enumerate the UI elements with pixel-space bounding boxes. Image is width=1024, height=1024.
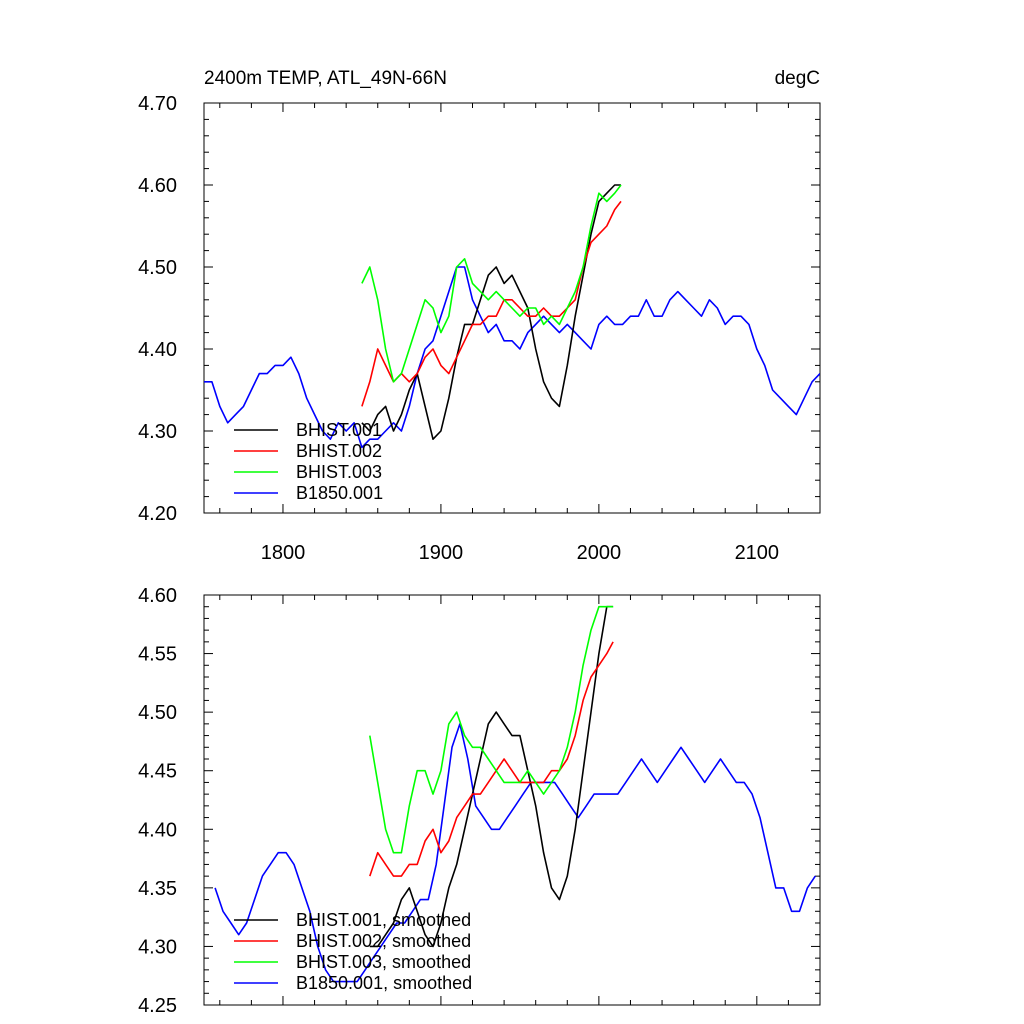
series-line-b1850-001 — [214, 723, 816, 983]
x-tick-label: 1800 — [261, 542, 306, 564]
y-tick-label: 4.60 — [138, 175, 177, 197]
series-line-bhist-003 — [361, 184, 622, 383]
legend-label: B1850.001 — [296, 483, 383, 503]
legend-label: BHIST.003 — [296, 462, 382, 482]
series-line-bhist-001 — [361, 184, 621, 441]
legend-label: BHIST.001, smoothed — [296, 910, 471, 930]
series-line-bhist-001 — [369, 605, 614, 948]
series-line-bhist-002 — [361, 200, 622, 407]
series-lines — [204, 184, 820, 449]
y-tick-label: 4.35 — [138, 878, 177, 900]
y-tick-label: 4.20 — [138, 503, 177, 525]
series-lines — [214, 605, 816, 983]
y-tick-label: 4.50 — [138, 257, 177, 279]
series-line-bhist-002 — [369, 641, 614, 877]
y-tick-label: 4.30 — [138, 936, 177, 958]
y-tick-label: 4.45 — [138, 761, 177, 783]
y-tick-label: 4.40 — [138, 339, 177, 361]
y-tick-label: 4.70 — [138, 93, 177, 115]
x-tick-label: 2100 — [735, 542, 780, 564]
legend-label: B1850.001, smoothed — [296, 973, 472, 993]
units-label: degC — [775, 68, 820, 89]
y-tick-label: 4.60 — [138, 585, 177, 607]
chart-title: 2400m TEMP, ATL_49N-66N — [204, 68, 447, 89]
plot-frame — [203, 594, 821, 1006]
series-line-b1850-001 — [204, 266, 820, 449]
plot-frame — [203, 102, 821, 514]
top-panel: 2400m TEMP, ATL_49N-66N degC 4.20 4.30 4.4… — [138, 68, 821, 564]
legend-label: BHIST.003, smoothed — [296, 952, 471, 972]
legend-label: BHIST.002 — [296, 441, 382, 461]
y-tick-label: 4.30 — [138, 421, 177, 443]
bottom-panel: 4.25 4.30 4.35 4.40 4.45 4.50 4.55 4.60 BHIST.00… — [138, 585, 821, 1017]
legend-label: BHIST.002, smoothed — [296, 931, 471, 951]
x-tick-label: 1900 — [419, 542, 464, 564]
x-tick-label: 2000 — [577, 542, 622, 564]
y-tick-label: 4.25 — [138, 995, 177, 1017]
y-tick-label: 4.40 — [138, 819, 177, 841]
series-line-bhist-003 — [369, 605, 614, 854]
legend-label: BHIST.001 — [296, 420, 382, 440]
y-tick-label: 4.55 — [138, 644, 177, 666]
y-tick-label: 4.50 — [138, 702, 177, 724]
